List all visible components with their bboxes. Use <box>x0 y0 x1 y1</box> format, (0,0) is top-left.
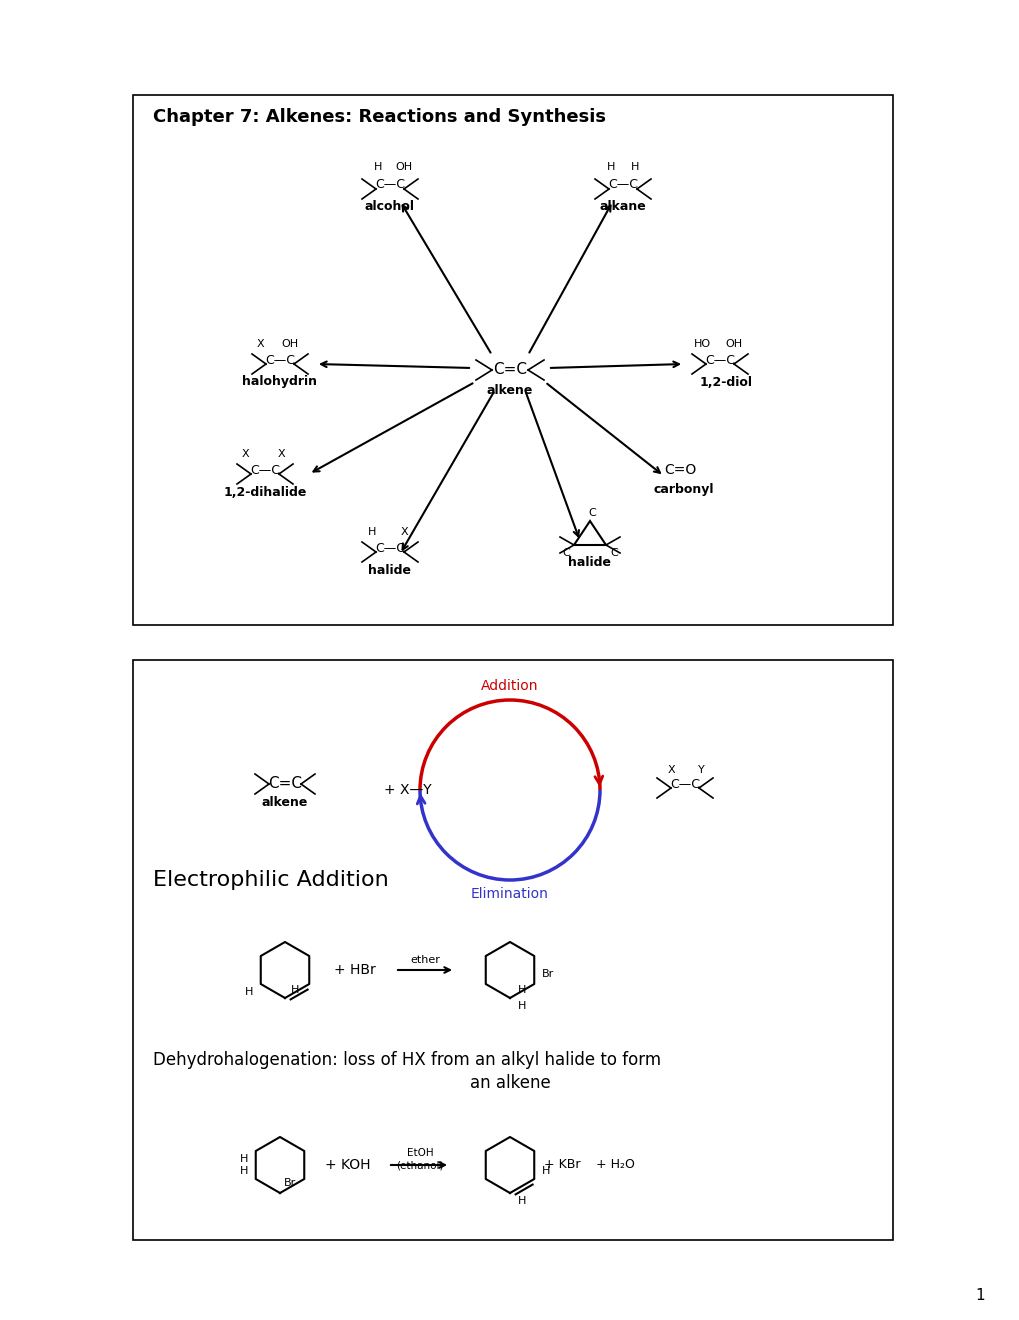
Text: an alkene: an alkene <box>469 1074 550 1092</box>
Text: H: H <box>245 987 253 997</box>
Text: H: H <box>239 1154 248 1164</box>
Text: HO: HO <box>693 339 710 348</box>
Text: + X—Y: + X—Y <box>384 783 431 797</box>
Text: + HBr: + HBr <box>334 964 376 977</box>
Text: C=C: C=C <box>492 363 527 378</box>
Text: C—C: C—C <box>704 354 735 367</box>
Text: OH: OH <box>281 339 299 348</box>
Text: 1,2-diol: 1,2-diol <box>699 375 752 388</box>
Text: + KOH: + KOH <box>325 1158 370 1172</box>
Text: C—C: C—C <box>669 777 699 791</box>
Text: X: X <box>240 449 249 459</box>
Bar <box>132 95 892 624</box>
Text: C—C: C—C <box>265 354 294 367</box>
Text: C—C: C—C <box>375 178 405 191</box>
Text: Dehydrohalogenation: loss of HX from an alkyl halide to form: Dehydrohalogenation: loss of HX from an … <box>153 1051 660 1069</box>
Text: H: H <box>290 985 299 995</box>
Text: H: H <box>239 1166 248 1176</box>
Text: X: X <box>256 339 264 348</box>
Text: H: H <box>606 162 614 172</box>
Text: C=C: C=C <box>268 776 302 792</box>
Text: Y: Y <box>697 766 704 775</box>
Text: 1: 1 <box>974 1287 984 1303</box>
Text: 1,2-dihalide: 1,2-dihalide <box>223 486 307 499</box>
Text: H: H <box>518 985 526 995</box>
Text: halide: halide <box>368 564 411 577</box>
Text: X: X <box>277 449 284 459</box>
Text: Addition: Addition <box>481 678 538 693</box>
Text: Chapter 7: Alkenes: Reactions and Synthesis: Chapter 7: Alkenes: Reactions and Synthe… <box>153 108 605 125</box>
Text: halide: halide <box>568 557 611 569</box>
Text: (ethanol): (ethanol) <box>395 1162 443 1171</box>
Text: H: H <box>518 1196 526 1206</box>
Text: H: H <box>368 527 376 537</box>
Text: Br: Br <box>283 1177 296 1188</box>
Text: ether: ether <box>410 954 439 965</box>
Text: H: H <box>541 1166 550 1176</box>
Text: C—C: C—C <box>607 178 637 191</box>
Text: alcohol: alcohol <box>365 201 415 214</box>
Text: + KBr: + KBr <box>543 1159 580 1172</box>
Text: EtOH: EtOH <box>407 1148 433 1158</box>
Text: Elimination: Elimination <box>471 887 548 902</box>
Text: H: H <box>518 1001 526 1011</box>
Text: alkene: alkene <box>486 384 533 396</box>
Text: C=O: C=O <box>663 463 695 477</box>
Text: C—C: C—C <box>250 463 280 477</box>
Text: halohydrin: halohydrin <box>243 375 317 388</box>
Text: C: C <box>561 548 570 558</box>
Text: H: H <box>630 162 639 172</box>
Text: C: C <box>588 508 595 517</box>
Text: H: H <box>373 162 382 172</box>
Text: X: X <box>666 766 675 775</box>
Text: carbonyl: carbonyl <box>653 483 713 496</box>
Text: OH: OH <box>395 162 412 172</box>
Bar <box>132 660 892 1239</box>
Text: + H₂O: + H₂O <box>595 1159 634 1172</box>
Text: C—C: C—C <box>375 541 405 554</box>
Text: Br: Br <box>541 969 554 979</box>
Text: alkene: alkene <box>262 796 308 808</box>
Text: X: X <box>399 527 408 537</box>
Text: alkane: alkane <box>599 201 646 214</box>
Text: Electrophilic Addition: Electrophilic Addition <box>153 870 388 890</box>
Text: OH: OH <box>725 339 742 348</box>
Text: C: C <box>609 548 618 558</box>
